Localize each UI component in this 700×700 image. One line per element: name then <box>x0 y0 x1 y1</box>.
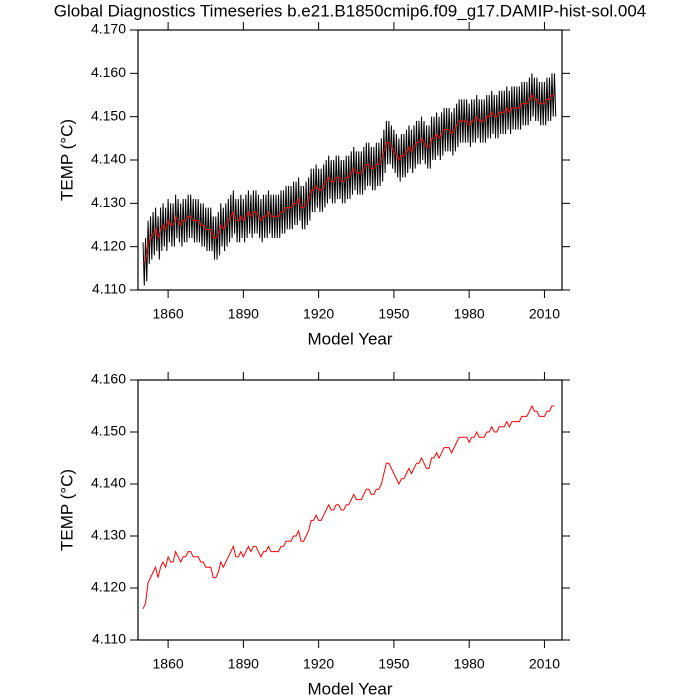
chart-title: Global Diagnostics Timeseries b.e21.B185… <box>54 1 646 20</box>
y-tick-label: 4.130 <box>91 527 126 543</box>
y-tick-label: 4.110 <box>92 631 126 647</box>
x-tick-label: 1920 <box>303 656 334 672</box>
y-tick-label: 4.130 <box>91 194 126 210</box>
x-tick-label: 1860 <box>153 656 184 672</box>
series-line <box>142 94 555 265</box>
x-tick-label: 1890 <box>228 306 259 322</box>
x-tick-label: 1920 <box>303 306 334 322</box>
y-tick-label: 4.140 <box>91 475 126 491</box>
y-tick-label: 4.120 <box>91 579 126 595</box>
y-tick-label: 4.120 <box>91 237 126 253</box>
x-axis-title: Model Year <box>307 329 392 348</box>
x-tick-label: 1980 <box>454 656 485 672</box>
y-tick-label: 4.140 <box>91 151 126 167</box>
x-tick-label: 2010 <box>529 306 560 322</box>
y-tick-label: 4.150 <box>91 423 126 439</box>
y-axis-title: TEMP (°C) <box>57 119 76 201</box>
y-tick-label: 4.170 <box>91 21 126 37</box>
x-tick-label: 2010 <box>529 656 560 672</box>
y-tick-label: 4.110 <box>92 281 126 297</box>
y-tick-label: 4.160 <box>91 64 126 80</box>
y-axis-title: TEMP (°C) <box>57 469 76 551</box>
y-tick-label: 4.160 <box>91 371 126 387</box>
x-tick-label: 1950 <box>378 656 409 672</box>
x-tick-label: 1950 <box>378 306 409 322</box>
x-tick-label: 1980 <box>454 306 485 322</box>
plot-frame <box>137 379 563 641</box>
series-line <box>142 404 555 610</box>
series-line <box>142 73 557 286</box>
plot-frame <box>137 29 563 291</box>
x-axis-title: Model Year <box>307 679 392 698</box>
x-tick-label: 1860 <box>153 306 184 322</box>
x-tick-label: 1890 <box>228 656 259 672</box>
y-tick-label: 4.150 <box>91 107 126 123</box>
